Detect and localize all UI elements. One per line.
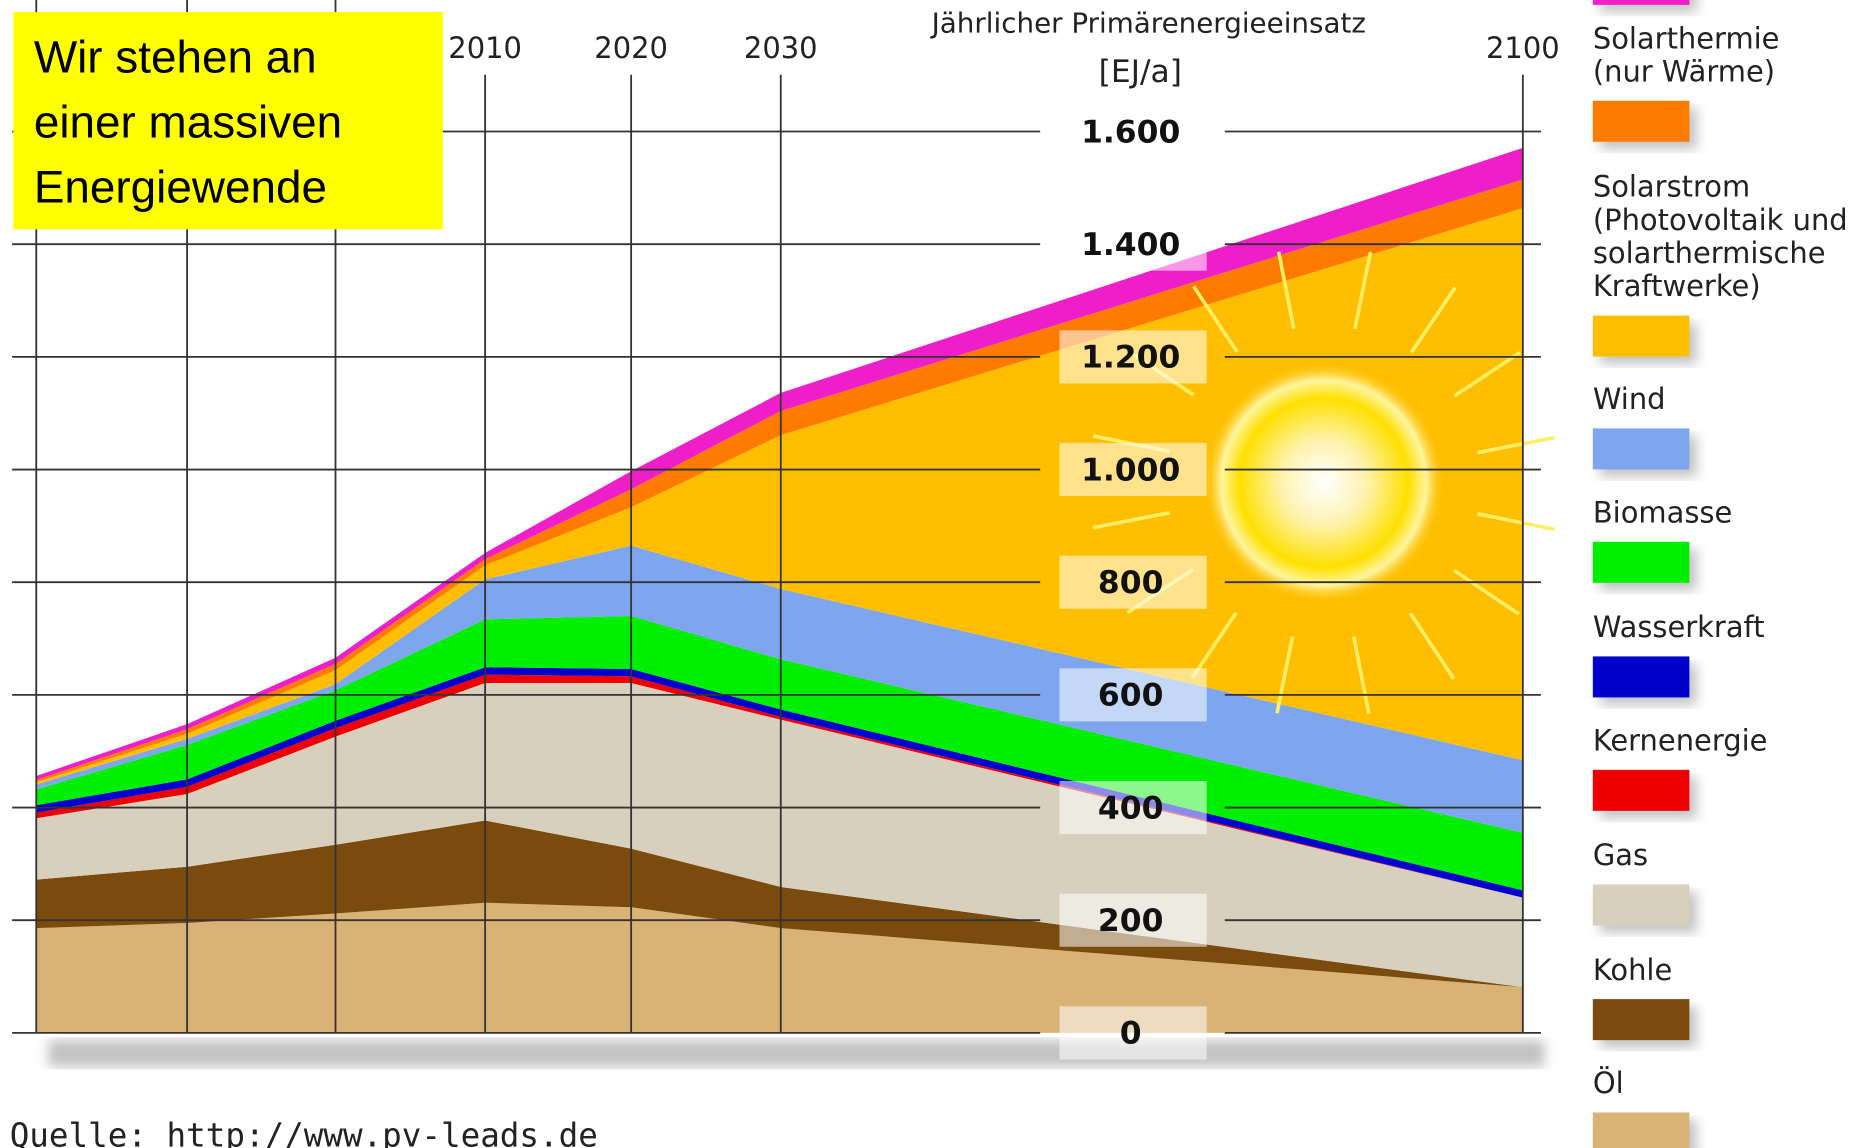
legend-label: Biomasse <box>1593 495 1732 529</box>
sun-ray <box>1092 510 1171 530</box>
legend-swatch <box>1592 769 1690 811</box>
sun-ray <box>1352 636 1371 714</box>
chart-shadow <box>48 1040 1545 1067</box>
x-tick-label: 2010 <box>448 31 522 65</box>
labels: 2010 2020 2030 2100 0 200 400 600 800 1.000 1.200 1… <box>448 31 1560 1060</box>
area <box>36 902 1523 1033</box>
sun-ray <box>1276 251 1296 330</box>
sun <box>1092 251 1556 714</box>
sun-ray <box>1409 286 1457 354</box>
legend-label: Solarstrom (Photovoltaik und solarthermisc… <box>1593 170 1848 304</box>
sun-ray <box>1190 611 1238 679</box>
sun-ray <box>1477 512 1555 532</box>
legend-label: Solarthermie (nur Wärme) <box>1593 21 1780 88</box>
tick-label-box <box>1059 330 1207 384</box>
annotation: Wir stehen an <box>34 30 317 82</box>
unit-label: [EJ/a] <box>1099 54 1182 90</box>
legend-swatch <box>1592 315 1690 357</box>
area <box>36 667 1523 898</box>
tick-label-box <box>1059 893 1207 947</box>
legend-swatch <box>1592 100 1690 142</box>
sun-ray <box>1353 251 1373 330</box>
y-tick-label: 1.600 <box>1081 114 1180 150</box>
tick-label-box <box>1059 1006 1207 1060</box>
tick-label-box <box>1059 555 1207 609</box>
legend-label: Wind <box>1593 382 1666 416</box>
annotation: Energiewende <box>34 161 327 213</box>
sun-ray <box>1275 636 1295 714</box>
sun-ray <box>1192 285 1239 353</box>
legend-swatch <box>1592 541 1690 583</box>
area <box>36 674 1523 898</box>
source: Quelle: http://www.pv-leads.de <box>10 1116 598 1148</box>
tick-label-box <box>1059 217 1207 271</box>
legend-swatch <box>1592 1112 1690 1148</box>
area <box>36 616 1523 891</box>
y-tick-label: 600 <box>1098 678 1163 714</box>
y-tick-label: 200 <box>1098 903 1163 939</box>
tick-label-box <box>1059 442 1207 497</box>
legend-swatch <box>1592 428 1690 470</box>
y-tick-label: 1.200 <box>1081 340 1180 376</box>
y-tick-label: 0 <box>1120 1016 1142 1052</box>
legend-swatch <box>1592 0 1690 5</box>
tick-label-box <box>1059 668 1207 722</box>
legend: Solarthermie (nur Wärme) Solarstrom (Photov… <box>1593 0 1848 1148</box>
x-tick-label: 2020 <box>594 31 668 65</box>
legend-label: Öl <box>1593 1066 1624 1100</box>
area <box>36 179 1523 783</box>
chart-title: Jährlicher Primärenergieeinsatz <box>930 7 1366 40</box>
legend-label: Wasserkraft <box>1593 610 1765 644</box>
x-tick-label: 2030 <box>744 31 818 65</box>
y-tick-label: 400 <box>1098 790 1163 826</box>
legend-swatch <box>1592 884 1690 926</box>
legend-swatch <box>1592 656 1690 698</box>
annotation: einer massiven <box>34 96 342 148</box>
area <box>36 147 1523 780</box>
legend-label: Gas <box>1593 838 1648 872</box>
sun-ray <box>1452 568 1520 616</box>
tick-label-box <box>1059 780 1207 835</box>
legend-label: Kernenergie <box>1593 724 1768 758</box>
sun-ray <box>1477 435 1556 455</box>
x-tick-label: 2100 <box>1486 31 1560 65</box>
sun-ray <box>1408 612 1456 680</box>
y-tick-label: 800 <box>1098 565 1163 601</box>
annotation-box <box>13 12 443 230</box>
sun-ray <box>1453 351 1521 398</box>
y-tick-label: 1.000 <box>1081 452 1180 488</box>
area <box>36 545 1523 833</box>
legend-label: Kohle <box>1593 953 1672 987</box>
legend-swatch <box>1592 999 1690 1041</box>
y-tick-label: 1.400 <box>1081 227 1180 263</box>
